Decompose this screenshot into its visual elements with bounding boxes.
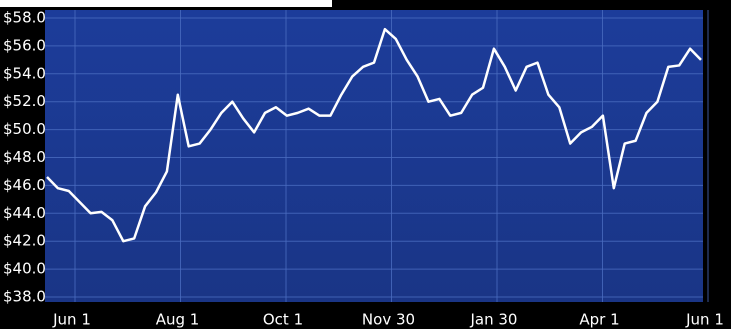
y-tick-label: $50.0 — [3, 120, 46, 138]
header-strip — [0, 0, 332, 7]
x-tick-label: Nov 30 — [362, 311, 415, 329]
y-tick-label: $38.0 — [3, 288, 46, 306]
y-tick-label: $48.0 — [3, 148, 46, 166]
price-line — [46, 27, 702, 243]
y-tick-label: $42.0 — [3, 232, 46, 250]
x-tick-label: Jun 1 — [685, 311, 724, 329]
x-tick-label: Jun 1 — [52, 311, 91, 329]
y-tick-label: $40.0 — [3, 260, 46, 278]
y-tick-label: $58.0 — [3, 9, 46, 27]
x-tick-label: Aug 1 — [156, 311, 200, 329]
y-tick-label: $52.0 — [3, 92, 46, 110]
x-tick-label: Apr 1 — [579, 311, 619, 329]
y-tick-label: $54.0 — [3, 64, 46, 82]
y-tick-label: $56.0 — [3, 36, 46, 54]
x-tick-label: Oct 1 — [263, 311, 303, 329]
x-tick-label: Jan 30 — [470, 311, 518, 329]
y-tick-label: $46.0 — [3, 176, 46, 194]
plot-area — [45, 10, 703, 302]
y-tick-label: $44.0 — [3, 204, 46, 222]
